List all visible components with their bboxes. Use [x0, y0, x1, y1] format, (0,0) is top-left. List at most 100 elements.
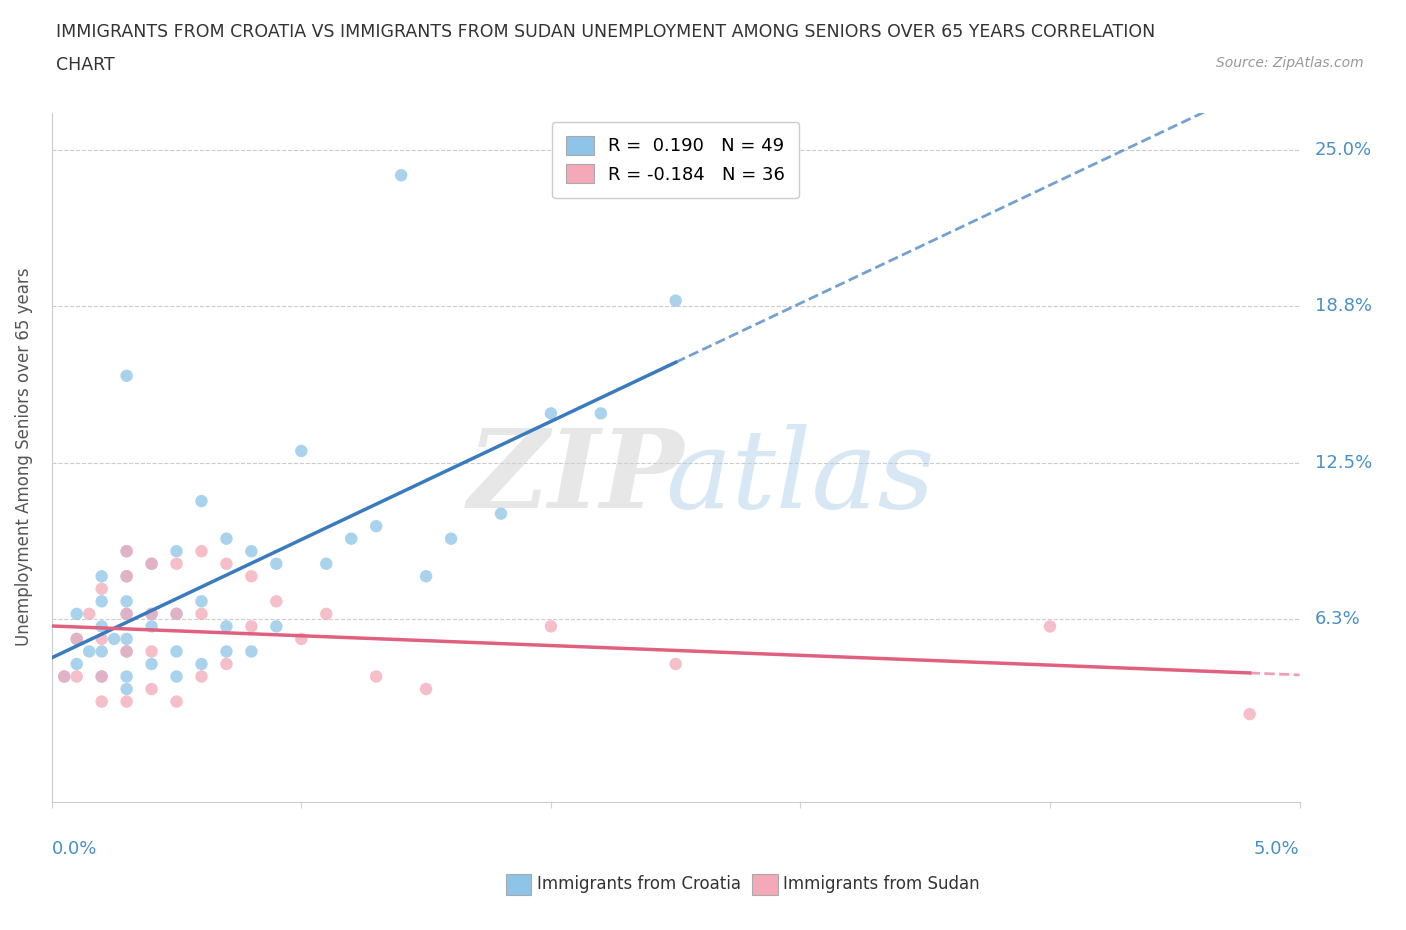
Point — [489, 506, 512, 521]
Point — [141, 606, 163, 621]
Point — [166, 694, 188, 709]
Point — [77, 644, 100, 658]
Point — [240, 544, 263, 559]
Point — [440, 531, 463, 546]
Point — [90, 581, 112, 596]
Point — [290, 631, 312, 646]
Point — [166, 644, 188, 658]
Point — [66, 669, 89, 684]
Point — [141, 556, 163, 571]
Point — [266, 556, 288, 571]
Point — [115, 669, 138, 684]
Point — [166, 556, 188, 571]
Point — [90, 669, 112, 684]
Text: Immigrants from Sudan: Immigrants from Sudan — [783, 875, 980, 894]
Point — [53, 669, 76, 684]
Point — [53, 669, 76, 684]
Text: 12.5%: 12.5% — [1315, 455, 1372, 472]
Text: 0.0%: 0.0% — [52, 840, 97, 857]
Point — [115, 694, 138, 709]
Point — [115, 682, 138, 697]
Text: Immigrants from Croatia: Immigrants from Croatia — [537, 875, 741, 894]
Point — [115, 594, 138, 609]
Point — [90, 594, 112, 609]
Point — [115, 644, 138, 658]
Point — [90, 619, 112, 634]
Text: 6.3%: 6.3% — [1315, 610, 1361, 628]
Point — [215, 531, 238, 546]
Point — [215, 556, 238, 571]
Point — [66, 631, 89, 646]
Text: 25.0%: 25.0% — [1315, 141, 1372, 159]
Point — [141, 619, 163, 634]
Point — [115, 606, 138, 621]
Point — [141, 682, 163, 697]
Point — [115, 569, 138, 584]
Point — [190, 494, 212, 509]
Text: Source: ZipAtlas.com: Source: ZipAtlas.com — [1216, 56, 1364, 70]
Point — [240, 619, 263, 634]
Point — [665, 657, 688, 671]
Point — [340, 531, 363, 546]
Text: atlas: atlas — [665, 424, 935, 532]
Point — [90, 669, 112, 684]
Point — [240, 644, 263, 658]
Point — [190, 669, 212, 684]
Point — [77, 606, 100, 621]
Point — [315, 556, 337, 571]
Point — [665, 293, 688, 308]
Point — [540, 405, 562, 420]
Point — [1039, 619, 1062, 634]
Point — [415, 569, 437, 584]
Point — [266, 619, 288, 634]
Point — [589, 405, 612, 420]
Point — [266, 594, 288, 609]
Point — [115, 368, 138, 383]
Point — [141, 644, 163, 658]
Point — [190, 594, 212, 609]
Point — [141, 657, 163, 671]
Point — [103, 631, 125, 646]
Point — [141, 556, 163, 571]
Point — [166, 669, 188, 684]
Point — [141, 606, 163, 621]
Point — [166, 544, 188, 559]
Point — [215, 644, 238, 658]
Point — [190, 657, 212, 671]
Point — [215, 657, 238, 671]
Point — [115, 644, 138, 658]
Point — [315, 606, 337, 621]
Text: 5.0%: 5.0% — [1254, 840, 1299, 857]
Point — [115, 631, 138, 646]
Point — [115, 569, 138, 584]
Point — [115, 606, 138, 621]
Point — [115, 544, 138, 559]
Point — [90, 694, 112, 709]
Point — [90, 644, 112, 658]
Point — [66, 606, 89, 621]
Point — [215, 619, 238, 634]
Point — [66, 631, 89, 646]
Point — [290, 444, 312, 458]
Text: 18.8%: 18.8% — [1315, 297, 1372, 314]
Point — [90, 569, 112, 584]
Text: CHART: CHART — [56, 56, 115, 73]
Point — [166, 606, 188, 621]
Point — [1239, 707, 1261, 722]
Point — [66, 657, 89, 671]
Point — [366, 669, 388, 684]
Text: ZIP: ZIP — [468, 424, 685, 532]
Point — [115, 544, 138, 559]
Text: IMMIGRANTS FROM CROATIA VS IMMIGRANTS FROM SUDAN UNEMPLOYMENT AMONG SENIORS OVER: IMMIGRANTS FROM CROATIA VS IMMIGRANTS FR… — [56, 23, 1156, 41]
Point — [389, 167, 412, 182]
Point — [415, 682, 437, 697]
Y-axis label: Unemployment Among Seniors over 65 years: Unemployment Among Seniors over 65 years — [15, 268, 32, 646]
Point — [366, 519, 388, 534]
Point — [190, 606, 212, 621]
Point — [166, 606, 188, 621]
Point — [90, 631, 112, 646]
Point — [190, 544, 212, 559]
Point — [540, 619, 562, 634]
Point — [240, 569, 263, 584]
Legend: R =  0.190   N = 49, R = -0.184   N = 36: R = 0.190 N = 49, R = -0.184 N = 36 — [553, 122, 800, 198]
